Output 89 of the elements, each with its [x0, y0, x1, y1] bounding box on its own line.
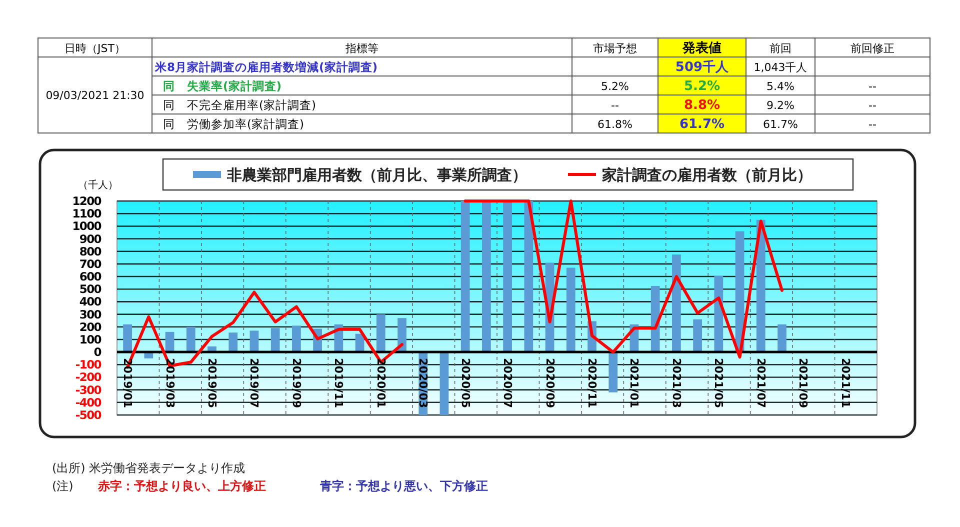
y-tick-label: 600	[79, 270, 102, 284]
bar	[270, 328, 280, 352]
bar	[693, 319, 702, 352]
x-tick-label: 2021/05	[712, 358, 726, 408]
y-tick-label: 400	[79, 294, 102, 309]
category-label: 日時（JST）	[64, 42, 126, 55]
x-tick-label: 2021/03	[670, 358, 683, 408]
bar	[165, 332, 174, 352]
y-tick-label: 300	[79, 307, 102, 322]
bar	[398, 318, 406, 352]
text: 61.7%	[763, 118, 798, 131]
bar	[566, 268, 576, 352]
y-tick-label: 100	[79, 332, 102, 346]
legend-label: 家計調査の雇用者数（前月比）	[601, 166, 812, 184]
x-tick-label: 2019/05	[206, 358, 218, 408]
bar	[440, 352, 449, 415]
x-tick-label: 2021/11	[838, 358, 852, 408]
y-tick-label: 700	[79, 256, 102, 271]
bar	[460, 201, 470, 352]
y-tick-label: 800	[79, 244, 102, 258]
text: 同 不完全雇用率(家計調査)	[163, 98, 316, 112]
x-tick-label: 2021/07	[754, 358, 768, 408]
text: --	[611, 99, 619, 112]
bar	[608, 352, 618, 392]
x-tick-label: 2019/09	[290, 358, 303, 408]
x-tick-label: 2019/03	[163, 358, 176, 408]
legend-label: 非農業部門雇用者数（前月比、事業所調査）	[226, 166, 527, 184]
x-tick-label: 2020/03	[416, 358, 430, 408]
y-tick-label: 1100	[72, 206, 102, 221]
text: --	[868, 118, 876, 131]
bar	[376, 314, 386, 352]
text: 同 労働参加率(家計調査)	[163, 117, 304, 131]
category-label: 指標等	[344, 42, 378, 55]
text: 5.2%	[601, 80, 629, 93]
x-tick-label: 2021/01	[628, 358, 641, 408]
text: 09/03/2021 21:30	[46, 89, 144, 102]
y-tick-label: -200	[75, 370, 102, 384]
text: 61.8%	[598, 118, 632, 131]
x-tick-label: 2020/05	[458, 358, 472, 408]
text: 米8月家計調査の雇用者数増減(家計調査)	[155, 60, 378, 74]
y-tick-label: 1000	[72, 219, 102, 234]
y-tick-label: -400	[75, 395, 102, 410]
bar	[186, 326, 196, 352]
category-label: 前回	[770, 42, 792, 55]
text: 5.2%	[684, 79, 720, 94]
text: --	[868, 80, 876, 93]
text: 61.7%	[679, 117, 725, 132]
y-tick-label: 0	[94, 345, 102, 360]
bar	[778, 324, 786, 352]
y-tick-label: -500	[75, 408, 102, 422]
x-tick-label: 2020/01	[374, 358, 388, 408]
y-tick-label: 500	[79, 282, 102, 296]
bar	[503, 201, 512, 352]
x-tick-label: 2020/11	[586, 358, 598, 408]
text: 509千人	[675, 60, 729, 75]
text: --	[868, 99, 876, 112]
bar	[123, 324, 132, 352]
x-tick-label: 2019/07	[248, 358, 261, 408]
category-label: 前回修正	[850, 42, 894, 55]
text: 5.4%	[766, 80, 794, 93]
text: 9.2%	[766, 99, 794, 112]
y-tick-label: 200	[79, 320, 102, 334]
y-tick-label: 900	[79, 232, 102, 246]
bar	[714, 276, 724, 352]
text: (出所) 米労働省発表データより作成	[52, 461, 246, 475]
bar	[228, 332, 238, 352]
bar	[650, 286, 660, 352]
bar	[250, 330, 259, 352]
bar	[482, 201, 491, 352]
y-tick-label: 1200	[72, 194, 102, 208]
category-label: 発表値	[682, 41, 722, 56]
y-axis-title: （千人）	[78, 179, 118, 191]
text: 同 失業率(家計調査)	[163, 79, 282, 93]
y-tick-label: -100	[75, 358, 102, 372]
category-label: 市場予想	[593, 42, 637, 55]
bar	[672, 254, 681, 352]
y-tick-label: -300	[75, 382, 102, 397]
bar	[524, 201, 534, 352]
bar	[292, 326, 301, 352]
x-tick-label: 2020/07	[501, 358, 514, 408]
text: 青字：予想より悪い、下方修正	[319, 479, 488, 493]
x-tick-label: 2021/09	[796, 358, 810, 408]
text: 8.8%	[684, 98, 720, 113]
text: 赤字：予想より良い、上方修正	[97, 479, 266, 493]
x-tick-label: 2019/01	[121, 358, 134, 408]
x-tick-label: 2020/09	[543, 358, 556, 408]
text: (注)	[52, 479, 74, 493]
x-tick-label: 2019/11	[332, 358, 346, 408]
text: 1,043千人	[754, 61, 808, 74]
